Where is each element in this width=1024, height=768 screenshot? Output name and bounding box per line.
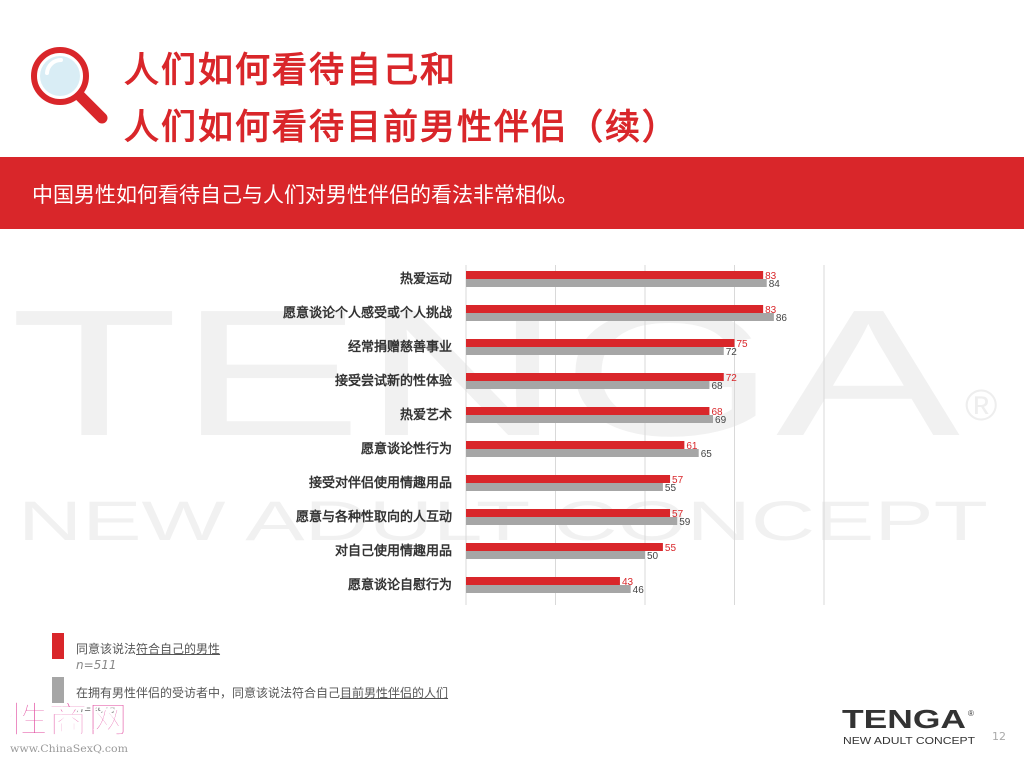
bar-self xyxy=(466,339,735,347)
data-label-self: 61 xyxy=(686,441,698,452)
legend-partner-label: 在拥有男性伴侣的受访者中，同意该说法符合自己目前男性伴侣的人们 xyxy=(76,686,449,700)
category-label: 经常捐赠慈善事业 xyxy=(348,339,452,355)
bar-partner xyxy=(466,415,714,423)
category-label: 愿意谈论自慰行为 xyxy=(348,577,452,593)
legend-self-label: 同意该说法符合自己的男性 xyxy=(76,642,221,656)
bar-partner xyxy=(466,449,699,457)
data-label-partner: 59 xyxy=(679,517,691,528)
data-label-self: 57 xyxy=(672,509,684,520)
legend-swatch-partner xyxy=(52,677,64,703)
data-label-partner: 68 xyxy=(711,381,723,392)
data-label-self: 43 xyxy=(622,577,634,588)
bar-self xyxy=(466,441,685,449)
data-label-partner: 46 xyxy=(633,585,645,596)
site-watermark: 性商网 www.ChinaSexQ.com xyxy=(8,700,129,756)
category-label: 愿意谈论性行为 xyxy=(361,441,452,457)
tenga-logo: TENGA ® NEW ADULT CONCEPT xyxy=(842,704,975,747)
category-label: 愿意与各种性取向的人互动 xyxy=(296,509,452,525)
data-label-partner: 50 xyxy=(647,551,659,562)
data-label-partner: 65 xyxy=(701,449,713,460)
category-label: 对自己使用情趣用品 xyxy=(335,543,452,559)
bar-partner xyxy=(466,313,774,321)
bar-self xyxy=(466,475,671,483)
logo-tagline: NEW ADULT CONCEPT xyxy=(843,736,975,747)
bar-self xyxy=(466,509,671,517)
category-label: 接受对伴侣使用情趣用品 xyxy=(309,475,452,491)
site-watermark-name: 性商网 xyxy=(8,700,128,741)
bar-partner xyxy=(466,551,645,559)
data-label-partner: 84 xyxy=(769,279,781,290)
bar-self xyxy=(466,577,620,585)
bar-partner xyxy=(466,279,767,287)
site-watermark-url: www.ChinaSexQ.com xyxy=(10,744,129,755)
svg-text:®: ® xyxy=(968,709,974,718)
category-label: 愿意谈论个人感受或个人挑战 xyxy=(283,305,452,321)
category-label: 热爱运动 xyxy=(400,271,452,287)
page-title-line2: 人们如何看待目前男性伴侣（续） xyxy=(124,108,680,148)
bar-self xyxy=(466,373,724,381)
data-label-self: 83 xyxy=(765,305,777,316)
bar-partner xyxy=(466,517,678,525)
magnifier-icon xyxy=(31,47,108,124)
data-label-partner: 86 xyxy=(776,313,788,324)
summary-banner: 中国男性如何看待自己与人们对男性伴侣的看法非常相似。 xyxy=(0,157,1024,229)
category-label: 热爱艺术 xyxy=(400,407,452,423)
page-number: 12 xyxy=(992,730,1006,743)
category-label: 接受尝试新的性体验 xyxy=(335,373,453,389)
data-label-partner: 55 xyxy=(665,483,677,494)
data-label-self: 72 xyxy=(726,373,738,384)
legend-self-n: n=511 xyxy=(76,658,117,672)
data-label-partner: 69 xyxy=(715,415,727,426)
data-label-self: 75 xyxy=(737,339,749,350)
data-label-self: 68 xyxy=(711,407,723,418)
data-label-self: 55 xyxy=(665,543,677,554)
data-label-self: 57 xyxy=(672,475,684,486)
bar-partner xyxy=(466,347,724,355)
watermark-registered: ® xyxy=(965,381,997,430)
legend-partner-n: n=425 xyxy=(76,702,117,716)
bar-partner xyxy=(466,585,631,593)
summary-text: 中国男性如何看待自己与人们对男性伴侣的看法非常相似。 xyxy=(32,183,578,207)
page-title-line1: 人们如何看待自己和 xyxy=(124,51,458,91)
bar-self xyxy=(466,543,663,551)
data-label-partner: 72 xyxy=(726,347,738,358)
legend-swatch-self xyxy=(52,633,64,659)
bar-self xyxy=(466,407,710,415)
logo-brand: TENGA xyxy=(842,704,966,734)
bar-partner xyxy=(466,381,710,389)
bar-partner xyxy=(466,483,663,491)
bar-self xyxy=(466,305,764,313)
data-label-self: 83 xyxy=(765,271,777,282)
bar-self xyxy=(466,271,764,279)
